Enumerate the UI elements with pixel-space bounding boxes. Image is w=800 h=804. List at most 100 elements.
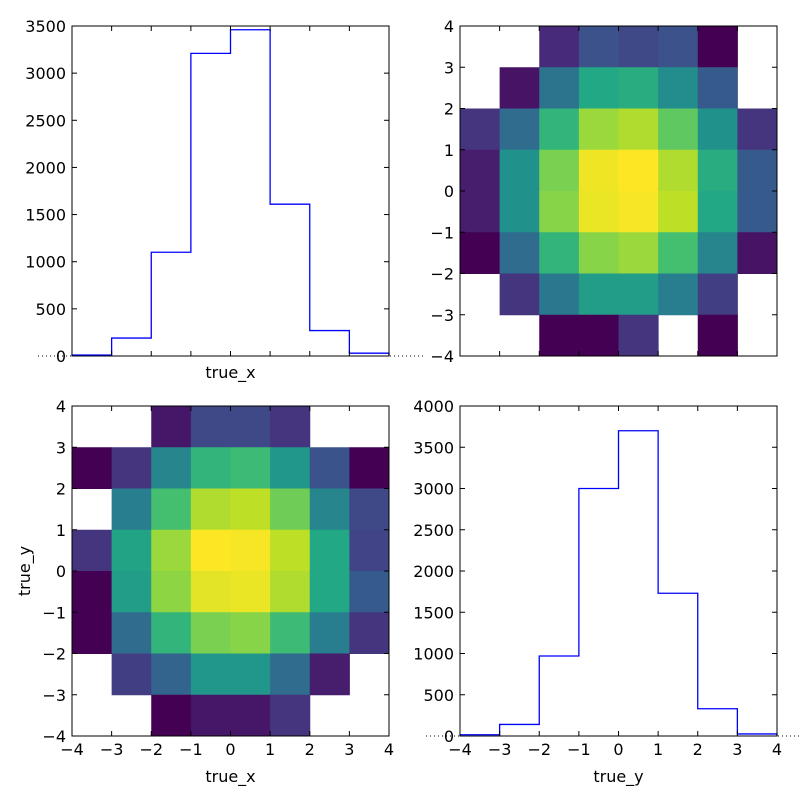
top-right-heatmap-cell [697,26,738,68]
bottom-left-x-tick-label: 1 [265,740,275,759]
bottom-left-heatmap-cell [349,571,390,613]
top-left-y-tick-label: 2500 [25,111,66,130]
top-right-heatmap-cell [658,108,699,151]
top-right-heatmap-cell [460,149,501,192]
bottom-left-heatmap-cell [270,529,311,572]
top-left-y-tick-label: 1000 [25,253,66,272]
bottom-left-heatmap-cell [309,488,350,531]
bottom-left-heatmap-cell [230,694,271,737]
bottom-left-x-tick-label: −3 [100,740,124,759]
top-left-y-tick-label: 2000 [25,158,66,177]
top-right-y-tick-label: 0 [444,182,454,201]
bottom-left-heatmap-cell [230,488,271,531]
top-right-heatmap-cell [618,108,659,151]
top-right-heatmap-cell [578,26,619,68]
bottom-left-heatmap-cell [190,612,231,654]
top-right-heatmap-cell [618,232,659,274]
bottom-right-x-tick-label: 4 [772,740,782,759]
bottom-left-x-tick-label: −1 [179,740,203,759]
bottom-right-x-axis-label: true_y [593,767,643,787]
top-right-heatmap-cell [539,314,580,357]
bottom-left-y-tick-label: −1 [42,603,66,622]
top-right-heatmap-cell [618,26,659,68]
bottom-left-heatmap-cell [349,488,390,531]
bottom-left-heatmap-cell [151,612,192,654]
bottom-left-heatmap-cell [230,653,271,696]
top-right-heatmap-cell [499,149,540,192]
top-right-heatmap-cell [697,191,738,233]
bottom-left-heatmap-cell [270,694,311,737]
bottom-left-heatmap-cell [230,571,271,613]
bottom-left-x-tick-label: 3 [344,740,354,759]
bottom-left-heatmap-cell [111,447,152,489]
top-right-heatmap-cell [578,67,619,109]
top-right-heatmap-cell [697,149,738,192]
bottom-left-heatmap-cell [72,571,113,613]
bottom-left-heatmap-cell [190,447,231,489]
bottom-left-heatmap-cell [72,612,113,654]
top-right-heatmap-cell [618,149,659,192]
bottom-right-x-tick-label: −3 [488,740,512,759]
bottom-right-y-tick-label: 1000 [413,645,454,664]
top-right-heatmap-cell [697,108,738,151]
bottom-right-x-tick-label: 2 [693,740,703,759]
top-right-heatmap-cell [618,67,659,109]
bottom-left-heatmap-cell [190,653,231,696]
bottom-right-x-tick-label: −4 [448,740,472,759]
top-right-y-tick-label: 4 [444,17,454,36]
top-right-heatmap-cell [539,26,580,68]
top-right-y-tick-label: 2 [444,100,454,119]
bottom-left-y-tick-label: 1 [56,521,66,540]
top-right-heatmap-cell [618,273,659,316]
bottom-right-x-tick-label: −1 [567,740,591,759]
top-left-histogram-line [71,29,390,356]
bottom-right-histogram-line [459,430,778,736]
top-right-heatmap-cell [697,314,738,357]
bottom-right-y-tick-label: 500 [423,686,454,705]
top-right-heatmap-cell [658,191,699,233]
bottom-left-heatmap-cell [151,447,192,489]
top-right-y-tick-label: −2 [430,265,454,284]
bottom-left-heatmap-cell [111,488,152,531]
bottom-left-heatmap-cell [230,529,271,572]
top-left-y-tick-label: 500 [35,300,66,319]
top-right-heatmap-cell [578,232,619,274]
bottom-left-x-tick-label: 4 [384,740,394,759]
top-right-heatmap-cell [539,67,580,109]
bottom-left-heatmap-cell [72,447,113,489]
top-right-heatmap-cell [578,314,619,357]
bottom-left-heatmap-cell [309,447,350,489]
bottom-left-heatmap-cell [72,529,113,572]
top-right-heatmap-cell [539,108,580,151]
bottom-left-heatmap-cell [309,612,350,654]
bottom-left-heatmap-cell [270,488,311,531]
bottom-right-x-tick-label: 1 [653,740,663,759]
top-right-heatmap-cell [697,273,738,316]
top-right-y-tick-label: −4 [430,347,454,366]
bottom-left-heatmap-cell [151,529,192,572]
top-right-heatmap-cell [658,149,699,192]
top-right-heatmap-cell [499,108,540,151]
bottom-left-heatmap-cell [190,571,231,613]
top-right-heatmap-cell [499,273,540,316]
bottom-left-y-tick-label: 2 [56,480,66,499]
bottom-left-y-tick-label: −2 [42,645,66,664]
bottom-left-heatmap-cell [190,694,231,737]
top-right-heatmap-cell [697,232,738,274]
bottom-left-heatmap-cell [111,571,152,613]
bottom-left-heatmap-cell [111,653,152,696]
bottom-left-heatmap-cell [270,406,311,448]
top-right-heatmap-cell [539,149,580,192]
top-right-heatmap-cell [578,191,619,233]
bottom-left-y-tick-label: −4 [42,727,66,746]
top-right-heatmap-cell [658,232,699,274]
bottom-left-heatmap-cell [111,529,152,572]
top-right-heatmap-cell [737,232,778,274]
top-right-heatmap-cell [578,149,619,192]
top-right-heatmap-cell [460,108,501,151]
bottom-left-x-tick-label: 2 [305,740,315,759]
top-right-heatmap-cell [658,273,699,316]
top-right-heatmap-cell [737,149,778,192]
bottom-left-heatmap-cell [349,529,390,572]
